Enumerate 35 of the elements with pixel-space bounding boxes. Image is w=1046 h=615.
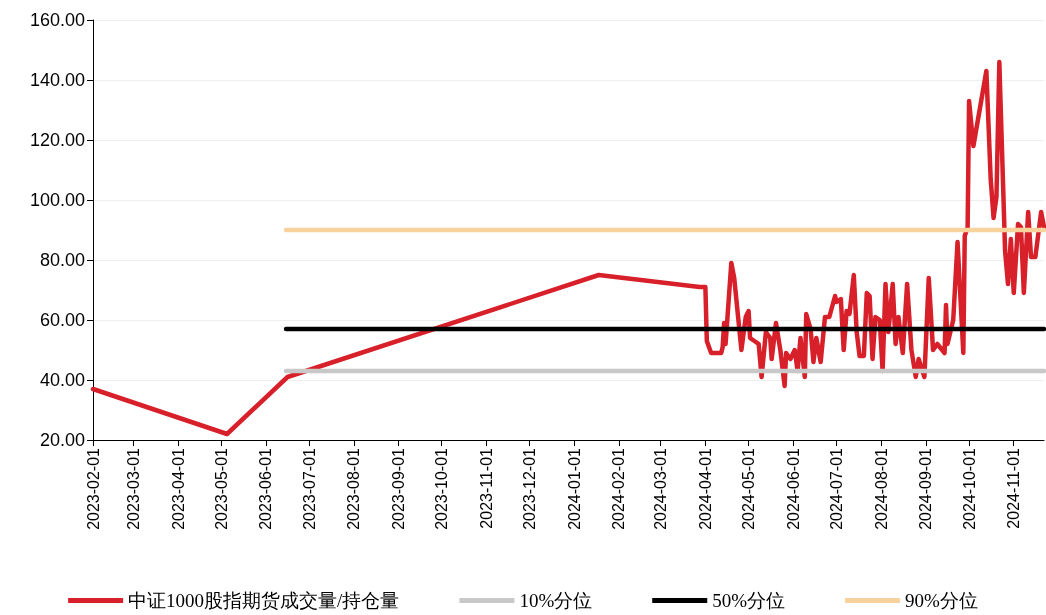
legend-label: 10%分位	[519, 590, 593, 611]
x-tick-label: 2024-03-01	[652, 447, 670, 530]
x-tick-label: 2024-07-01	[828, 447, 846, 530]
y-tick-label: 120.00	[29, 130, 85, 150]
x-tick-label: 2023-11-01	[477, 447, 495, 529]
x-tick-label: 2023-07-01	[300, 447, 318, 530]
x-tick-label: 2023-03-01	[124, 447, 142, 530]
x-tick-label: 2024-10-01	[960, 447, 978, 530]
legend-label: 中证1000股指期货成交量/持仓量	[128, 590, 400, 611]
x-tick-label: 2024-08-01	[872, 447, 890, 530]
y-tick-label: 160.00	[29, 10, 85, 30]
x-tick-label: 2023-06-01	[257, 447, 275, 530]
x-tick-label: 2023-12-01	[521, 447, 539, 530]
x-tick-label: 2023-09-01	[389, 447, 407, 530]
y-tick-label: 60.00	[39, 310, 85, 330]
y-tick-label: 20.00	[39, 430, 85, 450]
line-series	[90, 59, 1046, 437]
x-tick-label: 2023-02-01	[84, 447, 102, 530]
x-tick-label: 2024-01-01	[565, 447, 583, 530]
legend-label: 50%分位	[712, 590, 786, 611]
x-tick-label: 2023-08-01	[345, 447, 363, 530]
x-tick-label: 2023-05-01	[212, 447, 230, 530]
x-tick-label: 2023-10-01	[433, 447, 451, 530]
x-tick-label: 2024-05-01	[740, 447, 758, 530]
x-tick-label: 2023-04-01	[169, 447, 187, 530]
x-tick-label: 2024-11-01	[1005, 447, 1023, 529]
y-tick-label: 100.00	[29, 190, 85, 210]
y-tick-label: 140.00	[29, 70, 85, 90]
x-tick-label: 2024-04-01	[696, 447, 714, 530]
legend-label: 90%分位	[905, 590, 978, 611]
x-tick-label: 2024-02-01	[610, 447, 628, 530]
y-tick-label: 80.00	[39, 250, 85, 270]
x-tick-label: 2024-06-01	[784, 447, 802, 530]
x-tick-label: 2024-09-01	[917, 447, 935, 530]
y-tick-label: 40.00	[39, 370, 85, 390]
